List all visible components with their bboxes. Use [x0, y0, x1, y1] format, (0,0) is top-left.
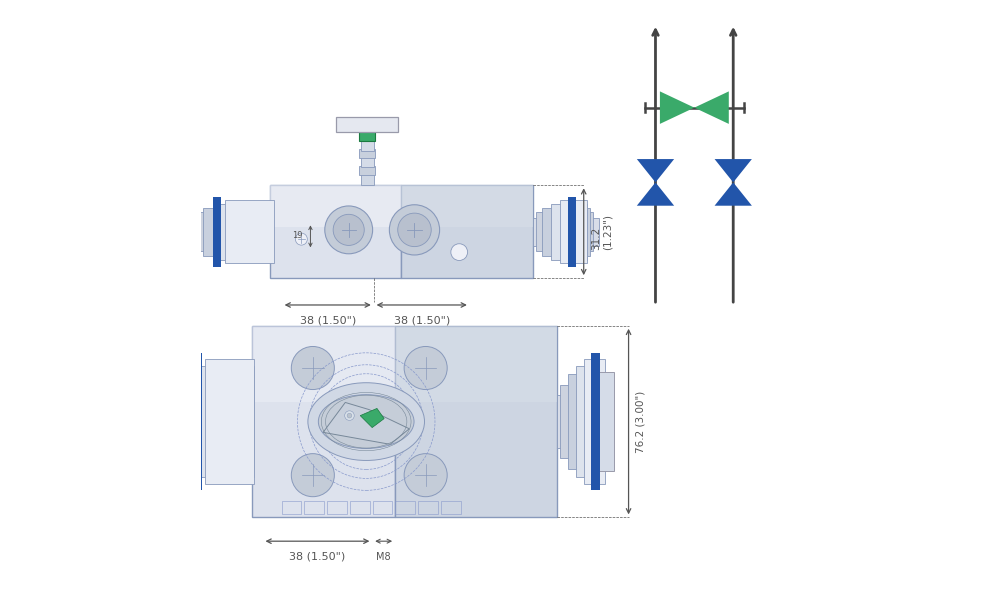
Circle shape: [295, 233, 307, 245]
Circle shape: [291, 454, 334, 497]
Bar: [359, 166, 375, 175]
Bar: [193, 353, 202, 490]
Polygon shape: [660, 91, 694, 124]
Circle shape: [404, 454, 447, 497]
Bar: [584, 359, 605, 484]
Circle shape: [404, 346, 447, 389]
Bar: [395, 501, 415, 514]
Bar: [350, 501, 370, 514]
Ellipse shape: [308, 383, 425, 460]
Text: 31.2
(1.23"): 31.2 (1.23"): [591, 213, 612, 250]
Bar: [252, 326, 395, 517]
Bar: [361, 140, 374, 151]
Bar: [418, 501, 438, 514]
Circle shape: [291, 346, 334, 389]
Bar: [536, 212, 593, 251]
Polygon shape: [637, 159, 674, 182]
Bar: [568, 197, 576, 267]
Circle shape: [347, 413, 352, 418]
Bar: [560, 385, 605, 458]
Bar: [401, 185, 533, 278]
Circle shape: [325, 206, 373, 254]
Bar: [205, 359, 254, 484]
Bar: [304, 501, 324, 514]
Polygon shape: [715, 159, 752, 182]
Bar: [159, 395, 252, 448]
Circle shape: [451, 244, 468, 261]
Bar: [252, 326, 395, 402]
Circle shape: [345, 411, 354, 420]
Circle shape: [389, 205, 440, 255]
Text: M8: M8: [376, 552, 391, 562]
Bar: [533, 218, 599, 246]
Text: 38 (1.50"): 38 (1.50"): [394, 316, 450, 326]
Bar: [171, 385, 252, 458]
Bar: [568, 374, 603, 469]
Bar: [180, 218, 273, 246]
Bar: [270, 185, 401, 278]
Bar: [395, 326, 557, 402]
Bar: [282, 501, 301, 514]
Bar: [216, 204, 273, 260]
Bar: [373, 501, 392, 514]
Bar: [177, 213, 183, 250]
Ellipse shape: [318, 395, 414, 448]
Polygon shape: [360, 408, 384, 428]
Bar: [225, 200, 274, 263]
Bar: [359, 150, 375, 158]
Bar: [361, 173, 374, 185]
Bar: [597, 372, 614, 471]
Bar: [560, 200, 587, 263]
Bar: [192, 212, 273, 251]
Polygon shape: [323, 402, 409, 444]
Text: 38 (1.50"): 38 (1.50"): [300, 316, 356, 326]
Bar: [557, 395, 611, 448]
Text: 76.2 (3.00"): 76.2 (3.00"): [636, 390, 646, 453]
Bar: [441, 501, 461, 514]
Bar: [203, 208, 273, 256]
Circle shape: [398, 213, 431, 246]
Bar: [361, 157, 374, 167]
Text: 19: 19: [292, 231, 303, 240]
Bar: [195, 366, 254, 477]
Bar: [401, 185, 533, 227]
Bar: [159, 374, 166, 469]
Bar: [359, 130, 375, 141]
Bar: [327, 501, 347, 514]
Bar: [551, 204, 587, 260]
Bar: [591, 353, 600, 490]
Bar: [183, 374, 254, 469]
Circle shape: [333, 214, 364, 245]
Bar: [576, 366, 603, 477]
Polygon shape: [715, 182, 752, 206]
Bar: [213, 197, 221, 267]
Bar: [270, 185, 401, 227]
Polygon shape: [694, 91, 729, 124]
Bar: [542, 208, 590, 256]
Text: 38 (1.50"): 38 (1.50"): [289, 552, 346, 562]
Polygon shape: [637, 182, 674, 206]
Bar: [336, 117, 398, 132]
Bar: [395, 326, 557, 517]
